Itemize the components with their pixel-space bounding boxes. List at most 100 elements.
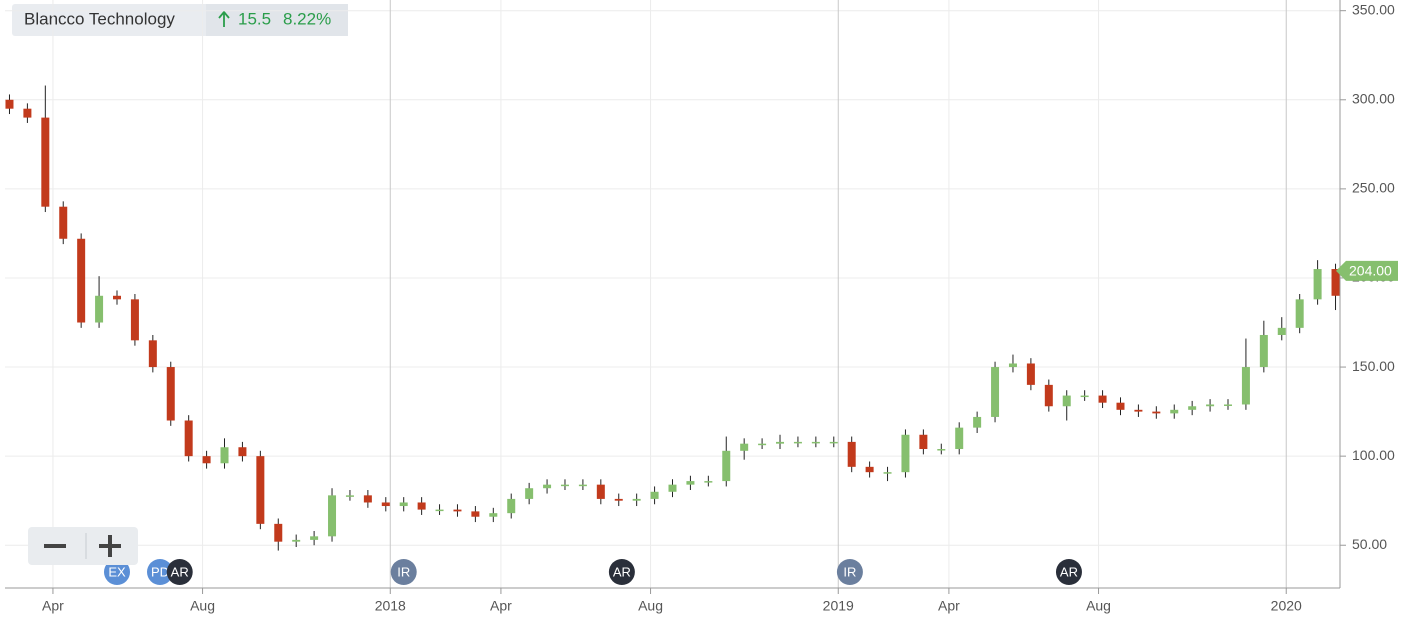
event-badge [166,559,193,585]
x-tick-label: Aug [638,598,663,614]
event-badge [103,559,130,585]
candle-body [704,481,713,483]
last-value-tag [1336,260,1398,281]
last-value-label: 204.00 [1349,263,1392,279]
candle-body [937,449,946,451]
event-badge [147,559,174,585]
candle-body [77,238,86,323]
candle-body [1295,299,1304,328]
candle-body [399,502,408,507]
y-tick-label: 150.00 [1352,358,1395,374]
y-tick-label: 250.00 [1352,180,1395,196]
candle-body [328,495,337,537]
candle-body [292,539,301,542]
candle-body [865,466,874,473]
x-tick-label: 2018 [375,598,406,614]
candle-body [1241,367,1250,405]
candle-body [435,509,444,512]
candle-body [1062,395,1071,407]
x-tick-label: Apr [490,598,512,614]
candle-body [776,441,785,444]
candle-body [363,495,372,503]
header-change-box [206,4,348,36]
candle-body [23,108,32,118]
candle-body [632,498,641,501]
y-tick-label: 300.00 [1352,90,1395,106]
candle-body [991,367,1000,417]
candle-body [525,488,534,499]
candle-body [238,447,247,457]
candle-body [973,416,982,428]
candle-body [1277,327,1286,335]
candle-body [41,117,50,207]
candle-body [220,447,229,464]
y-tick-label: 50.00 [1352,536,1387,552]
candle-body [578,484,587,487]
event-label: IR [397,564,410,579]
candle-body [596,484,605,499]
candle-body [793,441,802,444]
candle-body [1224,404,1233,406]
candle-body [345,495,354,497]
candle-body [543,484,552,489]
change: 15.5 [238,9,271,28]
event-label: EX [108,564,126,579]
candle-body [1259,334,1268,368]
candle-body [166,367,175,421]
x-tick-label: Apr [938,598,960,614]
y-tick-label: 350.00 [1352,1,1395,17]
candle-body [1026,363,1035,385]
candle-body [95,295,104,323]
candle-body [650,491,659,499]
x-tick-label: Aug [1086,598,1111,614]
candle-body [919,434,928,450]
candle-body [184,420,193,457]
candle-body [453,509,462,512]
candle-body [507,498,516,514]
candle-body [758,443,767,446]
candle-body [148,340,157,368]
candle-body [740,443,749,451]
y-tick-label: 100.00 [1352,447,1395,463]
candle-body [614,498,623,501]
stock-name: Blancco Technology [24,9,175,28]
candle-body [256,456,265,524]
candle-body [310,536,319,540]
event-label: AR [171,564,189,579]
event-badge [390,559,417,585]
candle-body [59,206,68,239]
event-label: AR [1060,564,1078,579]
x-tick-label: 2020 [1271,598,1302,614]
zoom-controls [28,527,138,565]
zoom-out[interactable] [44,544,66,548]
candle-body [1134,409,1143,412]
candle-body [202,456,211,464]
candle-body [1331,269,1340,296]
up-arrow [218,10,230,27]
x-tick-label: Apr [42,598,64,614]
candle-body [811,441,820,444]
candle-body [489,513,498,517]
candle-body [1098,395,1107,403]
candle-body [1152,411,1161,414]
candle-body [722,450,731,482]
zoom-in[interactable] [99,535,121,557]
candle-body [417,502,426,510]
candle-body [1170,409,1179,414]
change-percent: 8.22% [283,9,331,28]
candle-body [1188,406,1197,410]
candle-body [1206,404,1215,407]
candle-body [381,502,390,507]
candle-body [829,441,838,444]
candle-body [901,434,910,473]
candle-body [112,295,121,300]
candle-body [668,484,677,492]
candle-body [847,441,856,467]
candle-body [1116,402,1125,410]
candle-body [471,511,480,517]
event-label: PD [151,564,169,579]
candle-body [1080,395,1089,398]
event-badge [608,559,635,585]
candle-body [1008,363,1017,368]
